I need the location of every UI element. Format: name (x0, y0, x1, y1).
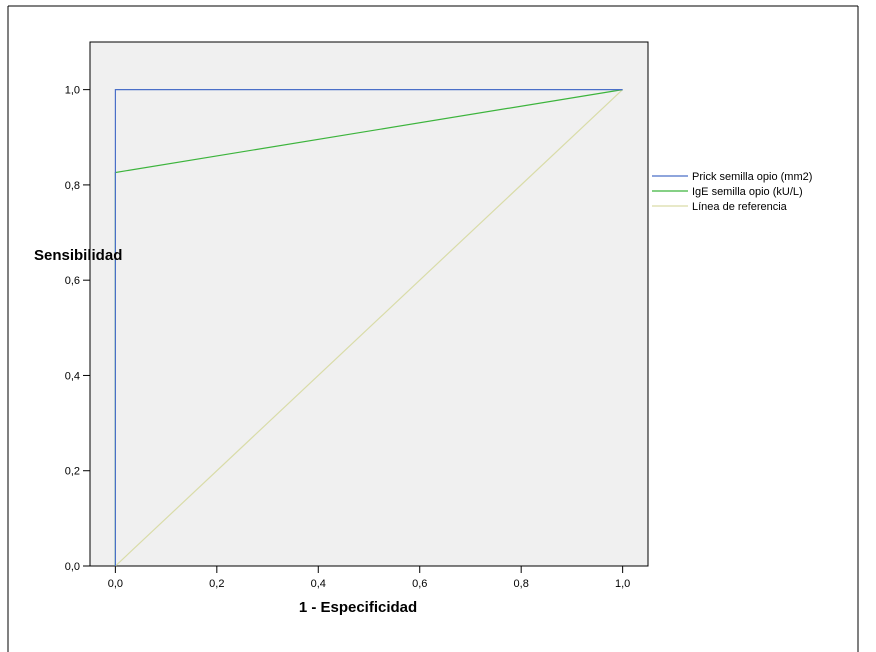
x-tick-label: 0,8 (514, 578, 529, 590)
y-axis-title: Sensibilidad (34, 247, 122, 264)
series-line-0 (114, 88, 623, 566)
series-layer (114, 88, 624, 567)
x-tick-label: 0,2 (209, 578, 224, 590)
y-tick-label: 0,0 (65, 561, 80, 573)
axis-ticks: 0,0 0,2 0,4 0,6 0,8 1,0 0,0 0,2 0,4 0,6 0,8 1,0 (65, 85, 631, 590)
x-axis-title: 1 - Especificidad (299, 599, 417, 616)
legend-label: IgE semilla opio (kU/L) (692, 186, 803, 198)
plot-area (89, 41, 649, 567)
y-tick-label: 0,6 (65, 275, 80, 287)
legend: Prick semilla opio (mm2) IgE semilla opio… (652, 171, 812, 213)
x-tick-label: 0,4 (311, 578, 326, 590)
x-tick-label: 0,0 (108, 578, 123, 590)
x-tick-label: 1,0 (615, 578, 630, 590)
x-tick-label: 0,6 (412, 578, 427, 590)
legend-label: Prick semilla opio (mm2) (692, 171, 812, 183)
y-tick-label: 1,0 (65, 85, 80, 97)
series-line-2 (114, 89, 624, 567)
legend-label: Línea de referencia (692, 201, 788, 213)
y-tick-label: 0,2 (65, 466, 80, 478)
y-tick-label: 0,8 (65, 180, 80, 192)
y-tick-label: 0,4 (65, 370, 80, 382)
